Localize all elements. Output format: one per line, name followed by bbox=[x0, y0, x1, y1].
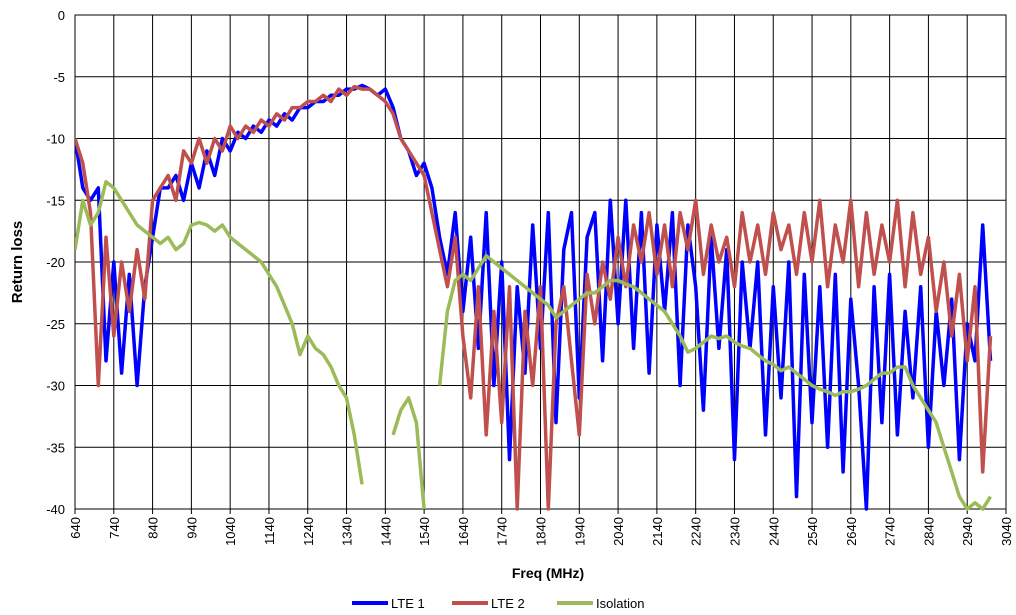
x-tick-label: 740 bbox=[107, 517, 122, 539]
x-tick-label: 2440 bbox=[766, 517, 781, 546]
x-tick-label: 1040 bbox=[223, 517, 238, 546]
x-tick-label: 2340 bbox=[727, 517, 742, 546]
y-tick-label: -25 bbox=[46, 317, 65, 332]
x-tick-label: 1940 bbox=[572, 517, 587, 546]
x-tick-label: 1140 bbox=[262, 517, 277, 545]
legend-label: LTE 2 bbox=[491, 596, 525, 611]
series-line bbox=[437, 254, 992, 511]
x-tick-label: 2140 bbox=[650, 517, 665, 546]
y-tick-label: -35 bbox=[46, 440, 65, 455]
x-tick-label: 1740 bbox=[495, 517, 510, 546]
y-axis-label: Return loss bbox=[9, 221, 26, 304]
x-tick-label: 1640 bbox=[456, 517, 471, 546]
x-tick-label: 2940 bbox=[960, 517, 975, 546]
x-axis-label: Freq (MHz) bbox=[512, 565, 584, 581]
legend-label: Isolation bbox=[596, 596, 644, 611]
series-line bbox=[391, 396, 426, 510]
x-tick-label: 2040 bbox=[611, 517, 626, 546]
x-tick-label: 3040 bbox=[999, 517, 1014, 546]
x-tick-label: 2640 bbox=[844, 517, 859, 546]
x-tick-label: 2740 bbox=[883, 517, 898, 546]
x-tick-label: 2540 bbox=[805, 517, 820, 546]
y-tick-label: -10 bbox=[46, 132, 65, 147]
series-line bbox=[75, 84, 993, 511]
y-tick-label: -30 bbox=[46, 379, 65, 394]
y-tick-label: -40 bbox=[46, 502, 65, 517]
x-tick-label: 840 bbox=[146, 517, 161, 539]
x-tick-label: 1840 bbox=[534, 517, 549, 546]
series-line bbox=[75, 83, 993, 511]
y-tick-label: -15 bbox=[46, 193, 65, 208]
x-tick-label: 640 bbox=[68, 517, 83, 539]
x-tick-label: 1340 bbox=[340, 517, 355, 546]
y-tick-label: -5 bbox=[53, 70, 65, 85]
series-line bbox=[75, 179, 364, 485]
y-tick-label: -20 bbox=[46, 255, 65, 270]
x-tick-label: 1240 bbox=[301, 517, 316, 546]
legend-label: LTE 1 bbox=[391, 596, 425, 611]
x-tick-label: 1540 bbox=[417, 517, 432, 546]
x-tick-label: 2240 bbox=[689, 517, 704, 546]
x-tick-label: 2840 bbox=[921, 517, 936, 546]
x-tick-label: 1440 bbox=[378, 517, 393, 546]
x-tick-label: 940 bbox=[184, 517, 199, 539]
y-tick-label: 0 bbox=[58, 8, 65, 23]
